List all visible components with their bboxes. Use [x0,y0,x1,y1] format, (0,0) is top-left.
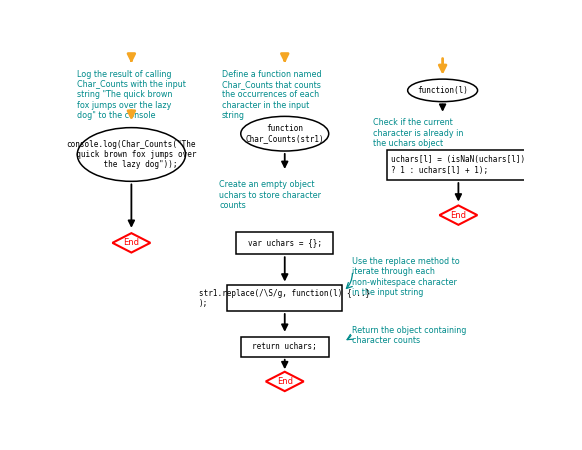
Text: Use the replace method to
iterate through each
non-whitespace character
in the i: Use the replace method to iterate throug… [353,256,460,297]
Text: End: End [123,238,139,248]
Text: Define a function named
Char_Counts that counts
the occurrences of each
characte: Define a function named Char_Counts that… [222,70,321,120]
Text: console.log(Char_Counts("The
  quick brown fox jumps over
    the lazy dog"));: console.log(Char_Counts("The quick brown… [66,140,196,169]
Text: str1.replace(/\S/g, function(l) {...}
);: str1.replace(/\S/g, function(l) {...} ); [199,288,370,308]
Text: function
Char_Counts(str1): function Char_Counts(str1) [246,124,324,144]
Text: uchars[l] = (isNaN(uchars[l])
? 1 : uchars[l] + 1);: uchars[l] = (isNaN(uchars[l]) ? 1 : ucha… [391,155,526,175]
Text: Create an empty object
uchars to store character
counts: Create an empty object uchars to store c… [219,180,321,210]
Text: var uchars = {};: var uchars = {}; [248,238,322,248]
Text: return uchars;: return uchars; [253,342,317,351]
Text: function(l): function(l) [417,86,468,95]
Text: Return the object containing
character counts: Return the object containing character c… [353,326,467,346]
Text: Log the result of calling
Char_Counts with the input
string "The quick brown
fox: Log the result of calling Char_Counts wi… [77,70,186,120]
Text: End: End [277,377,293,386]
Text: Check if the current
character is already in
the uchars object: Check if the current character is alread… [372,118,463,148]
Text: End: End [450,211,466,220]
